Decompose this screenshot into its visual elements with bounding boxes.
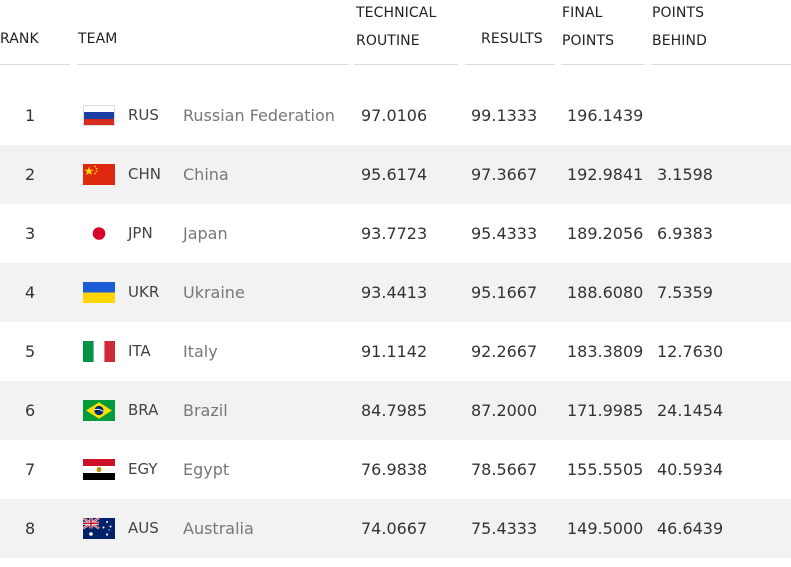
final-points-value: 189.2056 — [567, 224, 644, 243]
results-value: 95.1667 — [471, 283, 538, 302]
table-row[interactable]: 5 ITA Italy 91.1142 92.2667 183.3809 12.… — [0, 322, 791, 381]
table-row[interactable]: 2 CHN China 95.6174 97.3667 192.9841 3.1… — [0, 145, 791, 204]
rank-cell: 6 — [25, 401, 36, 420]
points-behind-value: 46.6439 — [657, 519, 724, 538]
country-name: Russian Federation — [183, 106, 335, 125]
table-row[interactable]: 4 UKR Ukraine 93.4413 95.1667 188.6080 7… — [0, 263, 791, 322]
rank-cell: 7 — [25, 460, 36, 479]
header-behind-line1: POINTS — [652, 5, 705, 21]
italy-flag-icon — [83, 341, 115, 362]
table-row[interactable]: 7 EGY Egypt 76.9838 78.5667 155.5505 40.… — [0, 440, 791, 499]
header-results[interactable]: RESULTS — [481, 25, 543, 53]
points-behind-value: 40.5934 — [657, 460, 724, 479]
country-code: AUS — [128, 519, 159, 537]
country-name: Brazil — [183, 401, 228, 420]
header-technical-routine[interactable]: TECHNICAL ROUTINE — [356, 0, 436, 55]
technical-routine-value: 91.1142 — [361, 342, 428, 361]
country-name: Egypt — [183, 460, 230, 479]
header-divider — [354, 64, 458, 65]
technical-routine-value: 93.7723 — [361, 224, 428, 243]
country-name: Italy — [183, 342, 218, 361]
results-value: 97.3667 — [471, 165, 538, 184]
header-technical-line1: TECHNICAL — [356, 5, 437, 21]
technical-routine-value: 93.4413 — [361, 283, 428, 302]
rank-cell: 5 — [25, 342, 36, 361]
china-flag-icon — [83, 164, 115, 185]
results-value: 99.1333 — [471, 106, 538, 125]
technical-routine-value: 76.9838 — [361, 460, 428, 479]
country-code: ITA — [128, 342, 151, 360]
ukraine-flag-icon — [83, 282, 115, 303]
header-results-label: RESULTS — [481, 31, 543, 47]
header-divider — [77, 64, 349, 65]
egypt-flag-icon — [83, 459, 115, 480]
header-final-line2: POINTS — [562, 33, 615, 49]
header-team-label: TEAM — [78, 31, 118, 47]
country-code: JPN — [128, 224, 153, 242]
header-team[interactable]: TEAM — [78, 25, 117, 53]
header-rank-label: RANK — [0, 31, 39, 47]
header-final-points[interactable]: FINAL POINTS — [562, 0, 614, 55]
header-technical-line2: ROUTINE — [356, 33, 420, 49]
header-divider — [465, 64, 555, 65]
points-behind-value: 3.1598 — [657, 165, 713, 184]
results-value: 75.4333 — [471, 519, 538, 538]
country-name: Japan — [183, 224, 228, 243]
rank-cell: 4 — [25, 283, 36, 302]
table-row[interactable]: 8 AUS Australia 74.0667 75.4333 149.5000… — [0, 499, 791, 558]
country-code: CHN — [128, 165, 161, 183]
final-points-value: 188.6080 — [567, 283, 644, 302]
points-behind-value: 6.9383 — [657, 224, 713, 243]
header-behind-line2: BEHIND — [652, 33, 707, 49]
header-divider — [0, 64, 70, 65]
points-behind-value: 12.7630 — [657, 342, 724, 361]
country-code: UKR — [128, 283, 160, 301]
table-row[interactable]: 3 JPN Japan 93.7723 95.4333 189.2056 6.9… — [0, 204, 791, 263]
technical-routine-value: 84.7985 — [361, 401, 428, 420]
final-points-value: 196.1439 — [567, 106, 644, 125]
rank-cell: 1 — [25, 106, 36, 125]
country-name: Australia — [183, 519, 254, 538]
japan-flag-icon — [83, 223, 115, 244]
table-row[interactable]: 6 BRA Brazil 84.7985 87.2000 171.9985 24… — [0, 381, 791, 440]
final-points-value: 171.9985 — [567, 401, 644, 420]
country-code: BRA — [128, 401, 159, 419]
final-points-value: 192.9841 — [567, 165, 644, 184]
rank-cell: 3 — [25, 224, 36, 243]
final-points-value: 155.5505 — [567, 460, 644, 479]
technical-routine-value: 97.0106 — [361, 106, 428, 125]
rank-cell: 2 — [25, 165, 36, 184]
table-header: RANK TEAM TECHNICAL ROUTINE RESULTS FINA… — [0, 0, 791, 86]
australia-flag-icon — [83, 518, 115, 539]
results-value: 78.5667 — [471, 460, 538, 479]
results-value: 95.4333 — [471, 224, 538, 243]
technical-routine-value: 95.6174 — [361, 165, 428, 184]
russia-flag-icon — [83, 105, 115, 126]
country-name: Ukraine — [183, 283, 245, 302]
results-value: 92.2667 — [471, 342, 538, 361]
header-divider — [651, 64, 791, 65]
header-final-line1: FINAL — [562, 5, 603, 21]
country-code: RUS — [128, 106, 159, 124]
rank-cell: 8 — [25, 519, 36, 538]
table-row[interactable]: 1 RUS Russian Federation 97.0106 99.1333… — [0, 86, 791, 145]
technical-routine-value: 74.0667 — [361, 519, 428, 538]
country-code: EGY — [128, 460, 158, 478]
country-name: China — [183, 165, 229, 184]
header-divider — [561, 64, 645, 65]
final-points-value: 183.3809 — [567, 342, 644, 361]
results-value: 87.2000 — [471, 401, 538, 420]
header-points-behind[interactable]: POINTS BEHIND — [652, 0, 707, 55]
points-behind-value: 7.5359 — [657, 283, 713, 302]
header-rank[interactable]: RANK — [0, 25, 39, 53]
final-points-value: 149.5000 — [567, 519, 644, 538]
brazil-flag-icon — [83, 400, 115, 421]
points-behind-value: 24.1454 — [657, 401, 724, 420]
